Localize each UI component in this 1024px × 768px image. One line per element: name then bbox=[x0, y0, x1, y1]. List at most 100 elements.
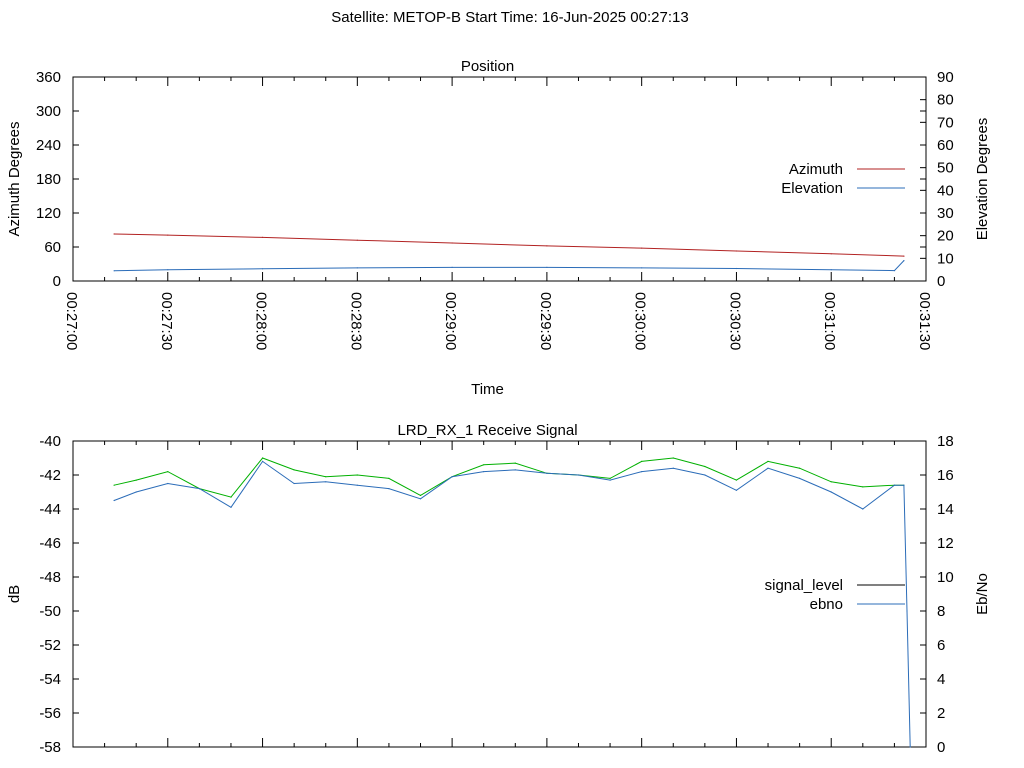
chart-title: Position bbox=[461, 58, 514, 75]
data-point bbox=[903, 255, 905, 257]
data-point bbox=[293, 482, 295, 485]
data-point bbox=[135, 491, 137, 493]
y-tick-label: -40 bbox=[39, 433, 61, 450]
data-point bbox=[862, 486, 864, 488]
data-point bbox=[909, 746, 911, 748]
data-point bbox=[704, 474, 706, 476]
series-line-signal-level bbox=[113, 457, 904, 498]
data-point bbox=[262, 268, 264, 270]
data-point bbox=[609, 479, 611, 481]
data-point bbox=[419, 498, 422, 500]
data-point bbox=[704, 465, 706, 468]
y-axis-label: Azimuth Degrees bbox=[6, 121, 23, 236]
y2-tick-label: 4 bbox=[937, 671, 945, 688]
x-tick-label: 00:31:30 bbox=[916, 292, 933, 350]
data-point bbox=[830, 491, 832, 493]
y2-tick-label: 50 bbox=[937, 160, 954, 177]
y-tick-label: -52 bbox=[39, 637, 61, 654]
plot-frame bbox=[72, 440, 927, 748]
data-point bbox=[113, 270, 115, 272]
y-tick-label: -46 bbox=[39, 535, 61, 552]
data-point bbox=[167, 269, 169, 271]
data-point bbox=[767, 460, 769, 462]
y-tick-label: 0 bbox=[53, 273, 61, 290]
data-point bbox=[356, 239, 358, 241]
receive-signal-chart: LRD_RX_1 Receive Signal -40 -42 -44 -46 -48 -5… bbox=[6, 422, 991, 756]
data-point bbox=[577, 474, 580, 476]
data-point bbox=[903, 484, 905, 486]
y2-tick-label: 0 bbox=[937, 739, 945, 756]
data-point bbox=[893, 484, 896, 486]
data-point bbox=[388, 477, 390, 479]
y-tick-label: 360 bbox=[36, 69, 61, 86]
y2-tick-label: 10 bbox=[937, 569, 954, 586]
data-point bbox=[388, 488, 390, 490]
data-point bbox=[451, 242, 453, 244]
series-line-azimuth bbox=[114, 233, 904, 257]
data-point bbox=[546, 472, 548, 474]
y-tick-label: -56 bbox=[39, 705, 61, 722]
data-point bbox=[167, 482, 169, 485]
y2-tick-label: 10 bbox=[937, 250, 954, 267]
data-point bbox=[735, 250, 738, 252]
data-point bbox=[641, 471, 643, 473]
y2-tick-label: 2 bbox=[937, 705, 945, 722]
data-point bbox=[293, 469, 295, 471]
data-point bbox=[262, 460, 264, 462]
y2-tick-label: 8 bbox=[937, 603, 945, 620]
y-tick-label: 240 bbox=[36, 137, 61, 154]
page-title: Satellite: METOP-B Start Time: 16-Jun-20… bbox=[331, 9, 688, 26]
data-point bbox=[113, 499, 115, 502]
data-point bbox=[483, 471, 485, 473]
y2-tick-label: 20 bbox=[937, 228, 954, 245]
x-tick-label: 00:27:30 bbox=[158, 292, 175, 350]
data-point bbox=[906, 610, 908, 612]
y2-tick-label: 40 bbox=[937, 182, 954, 199]
y-tick-label: 300 bbox=[36, 103, 61, 120]
data-point bbox=[262, 457, 264, 459]
data-point bbox=[198, 488, 200, 490]
data-point bbox=[167, 471, 169, 473]
x-tick-label: 00:29:30 bbox=[537, 292, 554, 350]
data-point bbox=[830, 481, 832, 483]
legend-label: signal_level bbox=[765, 577, 843, 594]
y2-tick-label: 80 bbox=[937, 92, 954, 109]
y2-tick-label: 18 bbox=[937, 433, 954, 450]
legend-label: Elevation bbox=[781, 180, 843, 197]
data-point bbox=[767, 467, 769, 469]
y-tick-label: 60 bbox=[44, 239, 61, 256]
series-line-ebno bbox=[113, 460, 911, 748]
y-tick-label: -42 bbox=[39, 467, 61, 484]
x-tick-label: 00:30:00 bbox=[632, 292, 649, 350]
data-point bbox=[735, 479, 738, 481]
data-point bbox=[641, 247, 643, 249]
y-tick-label: -48 bbox=[39, 569, 61, 586]
data-point bbox=[672, 457, 674, 459]
data-point bbox=[230, 496, 232, 498]
data-point bbox=[167, 234, 169, 236]
data-point bbox=[641, 267, 643, 269]
y2-tick-label: 16 bbox=[937, 467, 954, 484]
data-point bbox=[356, 474, 358, 476]
data-point bbox=[419, 494, 422, 496]
data-point bbox=[325, 476, 327, 478]
legend-label: ebno bbox=[810, 596, 843, 613]
y2-tick-label: 14 bbox=[937, 501, 954, 518]
y2-tick-label: 70 bbox=[937, 114, 954, 131]
y-tick-label: 180 bbox=[36, 171, 61, 188]
data-point bbox=[546, 266, 548, 268]
data-point bbox=[735, 267, 738, 270]
data-point bbox=[113, 233, 115, 235]
data-point bbox=[799, 477, 801, 479]
x-tick-label: 00:28:00 bbox=[253, 292, 270, 350]
data-point bbox=[672, 467, 674, 469]
data-point bbox=[356, 267, 358, 269]
y2-tick-label: 12 bbox=[937, 535, 954, 552]
data-point bbox=[641, 460, 643, 462]
data-point bbox=[230, 506, 232, 508]
data-point bbox=[451, 476, 453, 478]
data-point bbox=[514, 469, 516, 471]
data-point bbox=[451, 266, 453, 268]
data-point bbox=[609, 477, 611, 479]
x-tick-label: 00:30:30 bbox=[726, 292, 743, 350]
